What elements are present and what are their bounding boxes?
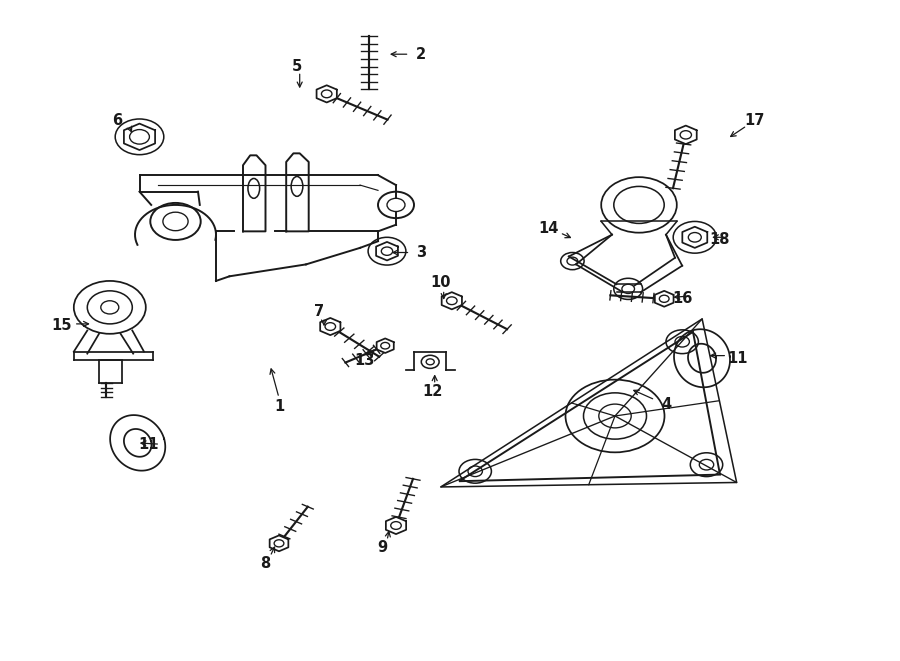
- Text: 13: 13: [355, 353, 374, 368]
- Text: 11: 11: [728, 351, 748, 366]
- Text: 17: 17: [744, 113, 764, 128]
- Text: 16: 16: [672, 292, 692, 306]
- Text: 8: 8: [260, 556, 271, 570]
- Text: 11: 11: [139, 437, 158, 451]
- Text: 9: 9: [377, 540, 388, 555]
- Text: 10: 10: [431, 276, 451, 290]
- Text: 1: 1: [274, 399, 284, 414]
- Text: 7: 7: [314, 305, 325, 319]
- Text: 15: 15: [51, 318, 71, 332]
- Text: 18: 18: [710, 232, 730, 247]
- Text: 6: 6: [112, 113, 122, 128]
- Text: 4: 4: [661, 397, 671, 412]
- Text: 5: 5: [292, 59, 302, 73]
- Text: 12: 12: [422, 384, 442, 399]
- Text: 3: 3: [416, 245, 427, 260]
- Text: 14: 14: [539, 221, 559, 235]
- Text: 2: 2: [416, 47, 427, 61]
